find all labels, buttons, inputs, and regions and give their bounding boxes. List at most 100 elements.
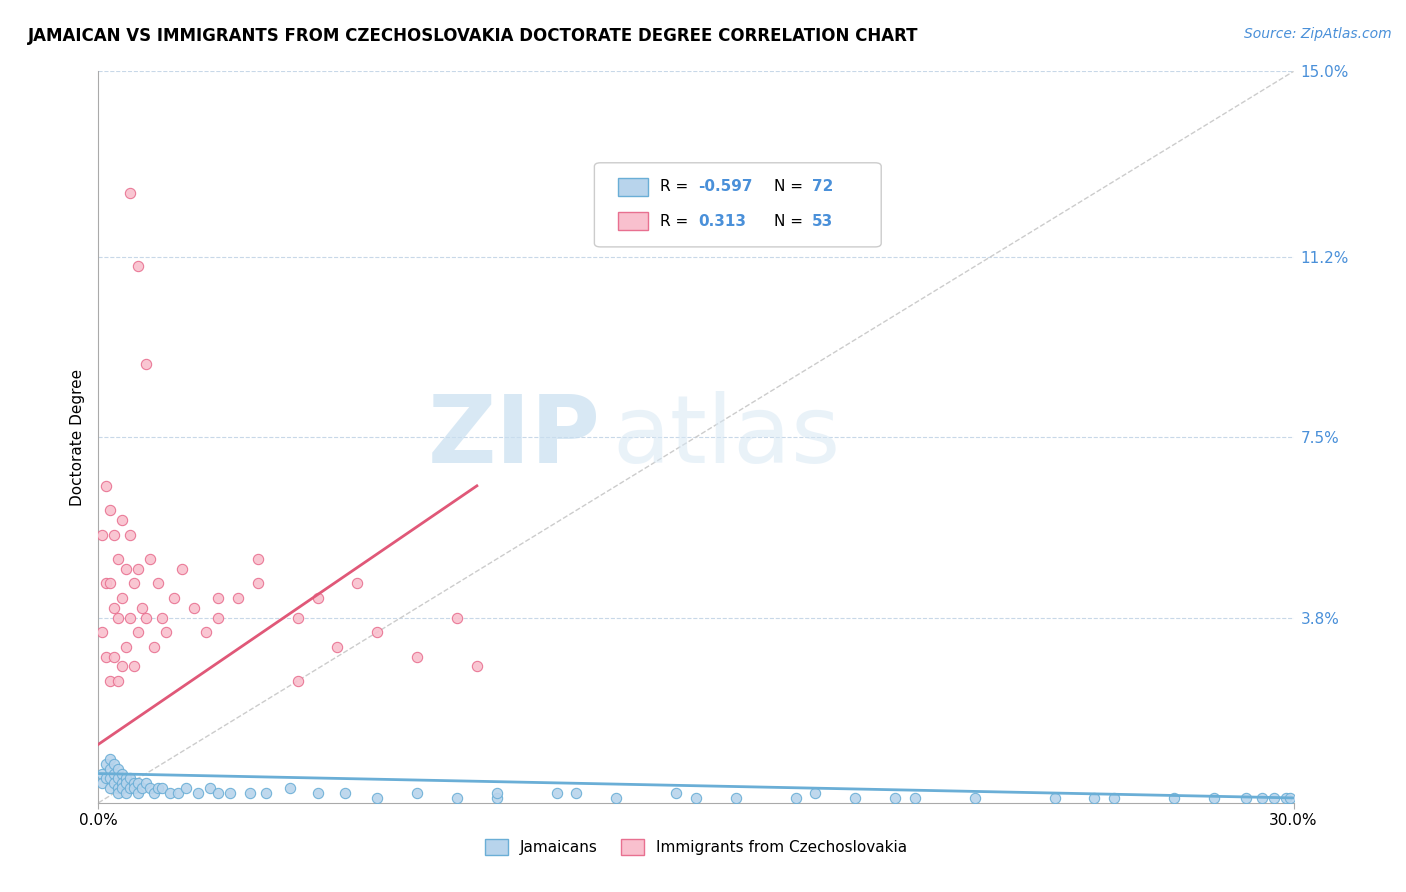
Point: [143, 786, 166, 800]
Legend: Jamaicans, Immigrants from Czechoslovakia: Jamaicans, Immigrants from Czechoslovaki…: [479, 833, 912, 861]
Point: [278, 781, 301, 796]
Point: [115, 562, 138, 576]
Point: [98, 503, 122, 517]
Point: [187, 786, 209, 800]
Point: [103, 649, 125, 664]
Point: [1104, 791, 1126, 805]
Point: [155, 625, 177, 640]
Point: [96, 649, 118, 664]
Point: [326, 640, 349, 654]
Point: [115, 640, 138, 654]
Point: [96, 772, 118, 786]
Point: [366, 625, 388, 640]
Point: [111, 766, 134, 780]
Text: R =: R =: [661, 179, 693, 194]
Point: [254, 786, 277, 800]
Point: [446, 610, 468, 624]
Point: [406, 649, 429, 664]
Point: [115, 786, 138, 800]
Point: [120, 781, 142, 796]
Point: [98, 673, 122, 688]
Point: [120, 772, 142, 786]
Point: [167, 786, 190, 800]
Point: [195, 625, 218, 640]
Text: atlas: atlas: [613, 391, 841, 483]
Point: [246, 552, 269, 566]
Point: [172, 562, 194, 576]
Point: [148, 781, 170, 796]
Point: [150, 781, 173, 796]
Point: [207, 610, 229, 624]
Point: [120, 527, 142, 541]
Point: [96, 479, 118, 493]
Point: [1250, 791, 1272, 805]
Point: [1043, 791, 1066, 805]
Point: [174, 781, 197, 796]
Point: [124, 576, 146, 591]
Point: [127, 786, 149, 800]
Point: [127, 562, 149, 576]
Point: [163, 591, 186, 605]
Point: [96, 576, 118, 591]
Point: [103, 600, 125, 615]
Point: [1263, 791, 1285, 805]
Point: [107, 762, 129, 776]
Point: [111, 776, 134, 790]
Point: [904, 791, 927, 805]
Point: [91, 527, 114, 541]
Point: [131, 600, 153, 615]
Point: [724, 791, 747, 805]
Point: [605, 791, 627, 805]
Point: [98, 781, 122, 796]
Point: [91, 625, 114, 640]
Point: [219, 786, 242, 800]
Point: [665, 786, 688, 800]
Point: [207, 591, 229, 605]
Point: [111, 513, 134, 527]
Point: [565, 786, 588, 800]
Point: [346, 576, 368, 591]
Point: [91, 766, 114, 780]
Point: [107, 552, 129, 566]
Text: 53: 53: [811, 214, 834, 229]
Point: [785, 791, 807, 805]
Y-axis label: Doctorate Degree: Doctorate Degree: [69, 368, 84, 506]
Point: [135, 610, 157, 624]
Point: [127, 776, 149, 790]
Text: ZIP: ZIP: [427, 391, 600, 483]
Point: [98, 772, 122, 786]
Point: [844, 791, 866, 805]
Point: [103, 527, 125, 541]
Point: [159, 786, 181, 800]
Point: [127, 625, 149, 640]
FancyBboxPatch shape: [619, 178, 648, 196]
Point: [124, 776, 146, 790]
Point: [485, 786, 508, 800]
Point: [98, 762, 122, 776]
Point: [546, 786, 568, 800]
Point: [465, 659, 488, 673]
Point: [107, 772, 129, 786]
Point: [131, 781, 153, 796]
Point: [366, 791, 388, 805]
Point: [239, 786, 262, 800]
Text: R =: R =: [661, 214, 693, 229]
Point: [124, 781, 146, 796]
Point: [884, 791, 907, 805]
Point: [135, 357, 157, 371]
Point: [115, 772, 138, 786]
Point: [103, 776, 125, 790]
Point: [1234, 791, 1257, 805]
Point: [111, 591, 134, 605]
Point: [107, 781, 129, 796]
Point: [148, 576, 170, 591]
Point: [120, 186, 142, 201]
Point: [307, 786, 329, 800]
Point: [127, 260, 149, 274]
FancyBboxPatch shape: [619, 212, 648, 230]
FancyBboxPatch shape: [595, 163, 882, 247]
Text: 72: 72: [811, 179, 834, 194]
Text: -0.597: -0.597: [699, 179, 752, 194]
Point: [1083, 791, 1105, 805]
Text: JAMAICAN VS IMMIGRANTS FROM CZECHOSLOVAKIA DOCTORATE DEGREE CORRELATION CHART: JAMAICAN VS IMMIGRANTS FROM CZECHOSLOVAK…: [28, 27, 918, 45]
